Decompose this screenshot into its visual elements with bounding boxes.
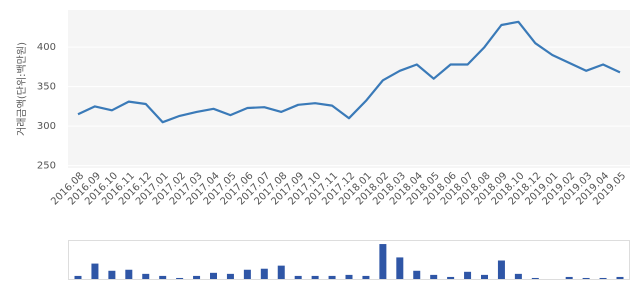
volume-bar — [311, 275, 319, 279]
y-tick-label: 250 — [37, 161, 56, 172]
volume-bar — [430, 274, 438, 279]
volume-bar — [531, 277, 539, 279]
volume-bar — [277, 265, 285, 279]
volume-bar — [260, 268, 268, 279]
volume-bar — [108, 270, 116, 279]
volume-bar — [396, 257, 404, 279]
volume-bar — [379, 244, 387, 279]
volume-bar — [328, 275, 336, 279]
volume-bar — [481, 274, 488, 279]
volume-bar — [294, 275, 302, 279]
volume-bar — [142, 273, 150, 279]
volume-bar — [413, 270, 421, 279]
volume-bar — [176, 277, 184, 279]
volume-bar — [91, 263, 99, 279]
y-tick-label: 300 — [37, 121, 56, 132]
volume-bar — [243, 269, 251, 279]
plot-background — [68, 10, 630, 168]
volume-bar — [125, 269, 133, 279]
volume-bar — [599, 277, 607, 279]
volume-bar — [362, 275, 370, 279]
volume-bar — [226, 273, 234, 279]
y-axis-title: 거래금액(단위:백만원) — [15, 42, 28, 136]
volume-bar — [514, 273, 522, 279]
volume-bar — [616, 276, 624, 279]
volume-bar — [582, 277, 590, 279]
volume-bar — [497, 260, 505, 279]
volume-bar — [447, 276, 455, 279]
volume-bar — [193, 275, 201, 279]
volume-bar — [210, 272, 217, 279]
y-tick-label: 350 — [37, 82, 56, 93]
volume-bar — [74, 275, 82, 279]
volume-bar — [345, 274, 353, 279]
volume-bar — [464, 271, 472, 279]
y-tick-label: 400 — [37, 42, 56, 53]
volume-frame — [68, 240, 630, 280]
volume-bar — [159, 275, 167, 279]
price-line — [77, 20, 621, 124]
volume-bar — [565, 276, 573, 279]
